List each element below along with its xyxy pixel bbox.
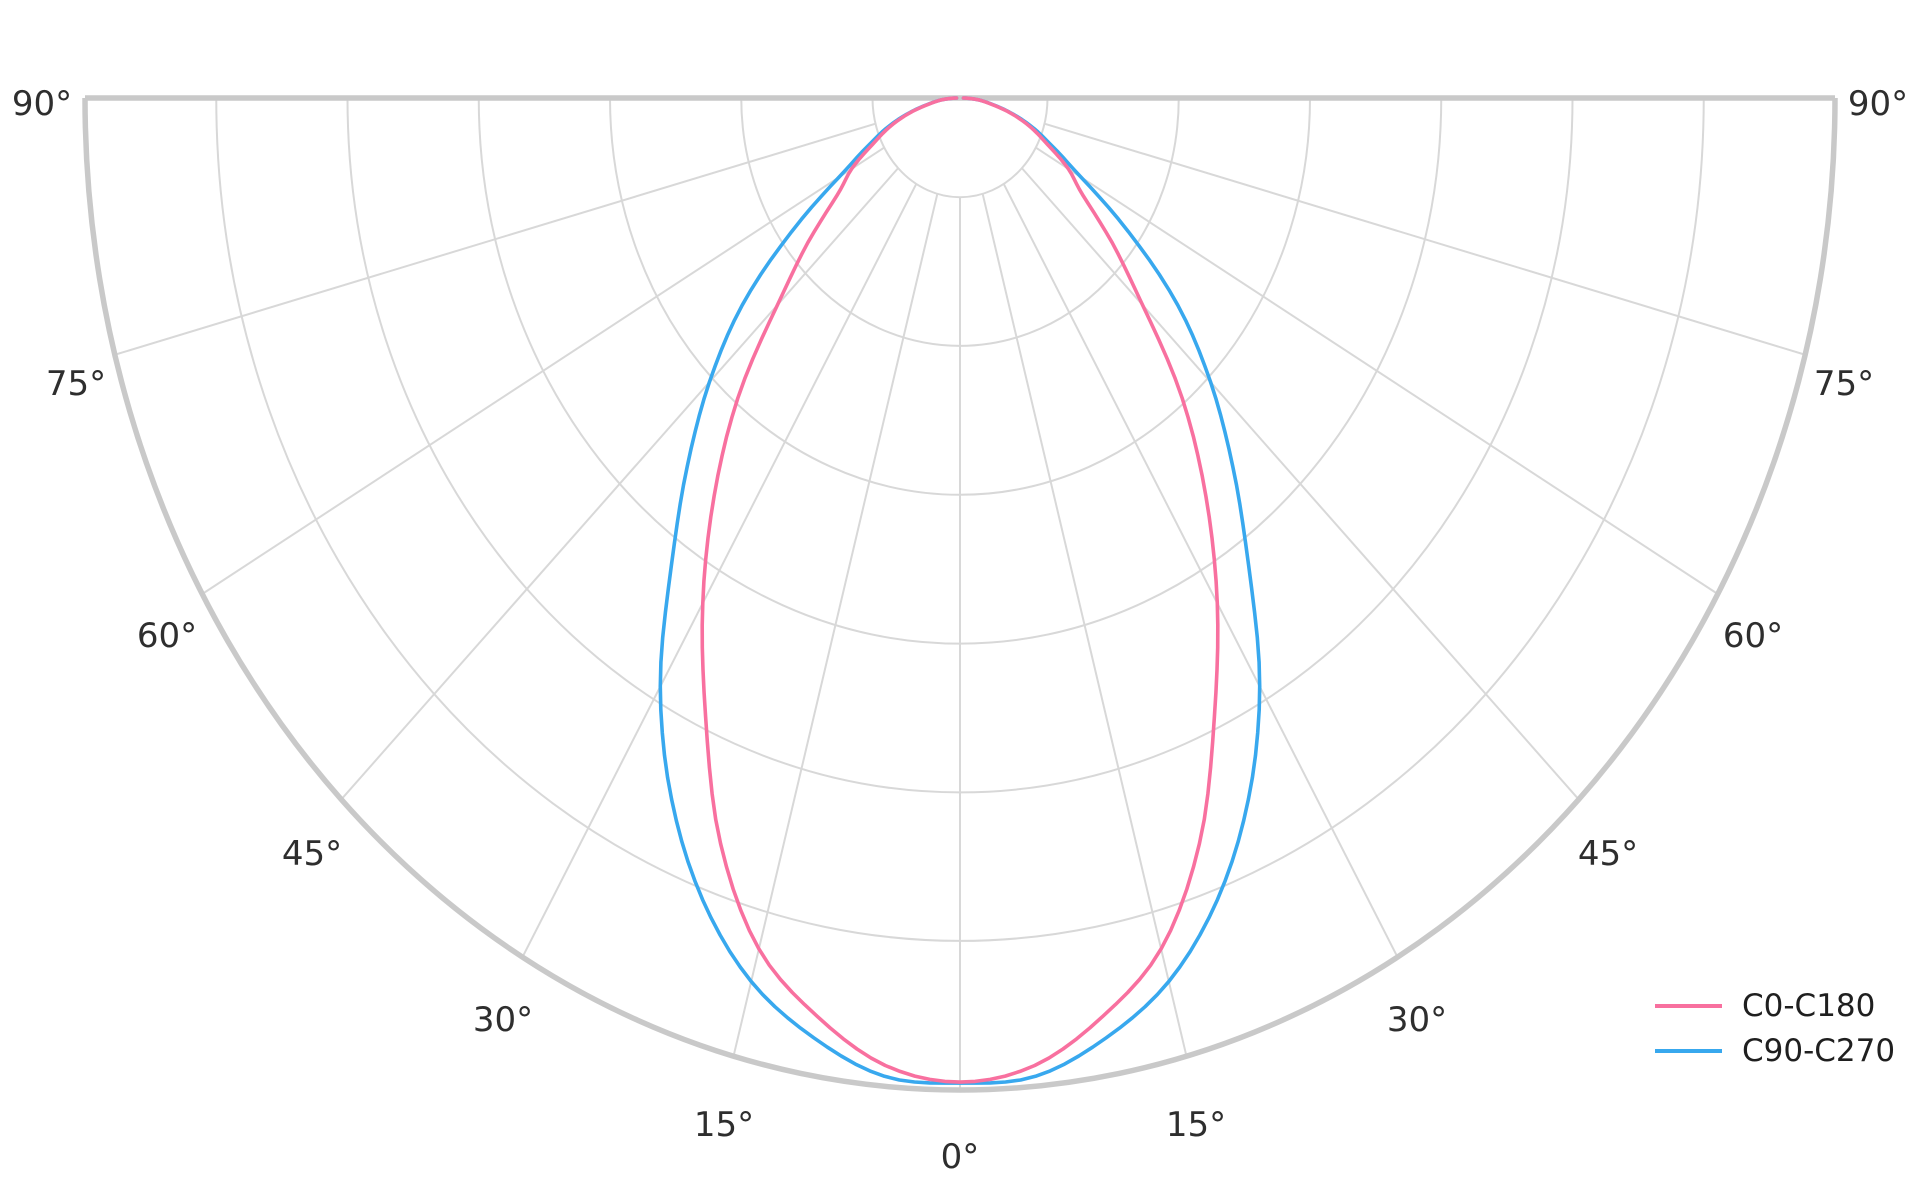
theta-gridline-ray <box>1035 146 1719 595</box>
legend-label-c0-c180: C0-C180 <box>1742 988 1875 1024</box>
intensity-curves <box>658 96 1262 1085</box>
angle-labels: 90° 75° 60° 45° 30° 15° 0° 15° 30° 45° 6… <box>12 84 1908 1177</box>
legend: C0-C180 C90-C270 <box>1655 988 1895 1069</box>
legend-label-c90-c270: C90-C270 <box>1742 1033 1895 1069</box>
r-gridline-arc <box>871 97 1049 199</box>
theta-gridline-ray <box>981 193 1188 1057</box>
angle-label-left-90: 90° <box>12 84 72 124</box>
polar-spine-arc <box>82 97 1838 1093</box>
angle-label-left-45: 45° <box>282 834 342 874</box>
angle-label-left-75: 75° <box>46 364 106 404</box>
angle-label-nadir-0: 0° <box>941 1137 980 1177</box>
theta-gridline-ray <box>732 193 939 1057</box>
theta-gridline-ray <box>521 183 918 958</box>
theta-gridline-ray <box>201 146 885 595</box>
angle-label-right-45: 45° <box>1578 834 1638 874</box>
theta-gridline-ray <box>1002 183 1399 958</box>
theta-gridline-ray <box>340 167 899 801</box>
angle-label-left-60: 60° <box>137 616 197 656</box>
theta-gridline-ray <box>1044 122 1806 356</box>
angle-label-left-15: 15° <box>694 1105 754 1145</box>
angle-label-right-15: 15° <box>1166 1105 1226 1145</box>
angle-label-right-30: 30° <box>1387 1000 1447 1040</box>
curve-c0-c180 <box>700 96 1220 1084</box>
theta-gridline-ray <box>114 122 876 356</box>
angle-label-right-90: 90° <box>1848 84 1908 124</box>
angle-label-left-30: 30° <box>473 1000 533 1040</box>
theta-gridline-ray <box>1021 167 1580 801</box>
angle-label-right-60: 60° <box>1723 616 1783 656</box>
angle-label-right-75: 75° <box>1814 364 1874 404</box>
polar-grid <box>82 95 1838 1093</box>
